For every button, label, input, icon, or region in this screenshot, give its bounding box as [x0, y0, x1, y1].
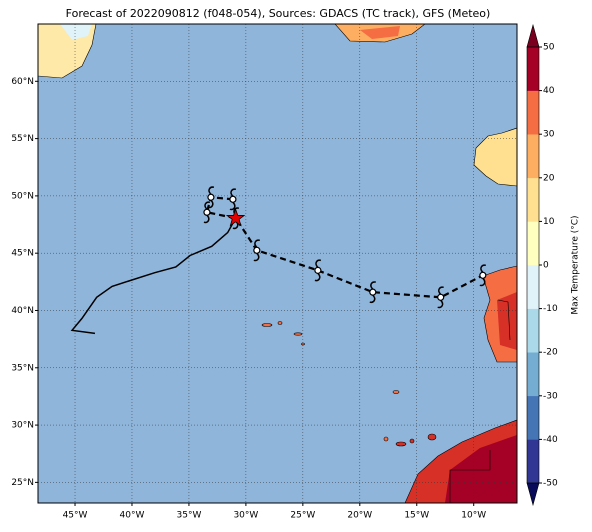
cyclone-symbol — [314, 259, 322, 282]
colorbar-extend — [526, 482, 540, 507]
x-tick-label: 35°W — [177, 511, 202, 521]
cyclone-eye — [437, 293, 445, 301]
canaries — [383, 436, 389, 442]
cyclone-arm — [479, 264, 487, 287]
colorbar-tick-label: 50 — [543, 43, 555, 53]
colorbar-band — [527, 134, 539, 179]
colorbar-tick-label: -50 — [543, 479, 558, 489]
x-tick-label: 20°W — [347, 511, 372, 521]
colorbar-band — [527, 90, 539, 135]
cyclone-symbol — [479, 264, 487, 287]
observed-track — [70, 217, 237, 335]
iceland-warm — [360, 26, 400, 39]
y-tick-label: 25°N — [11, 478, 34, 488]
cyclone-arm — [314, 259, 322, 282]
current-position — [225, 208, 246, 227]
greenland-ice — [60, 24, 92, 40]
cyclone-symbol — [253, 239, 261, 262]
colorbar-tick-label: 30 — [543, 130, 555, 140]
cyclone-symbol — [229, 188, 237, 211]
cyclone-arm — [437, 286, 444, 309]
colorbar-tick-label: 20 — [543, 173, 555, 183]
madeira — [392, 390, 400, 394]
y-tick-label: 30°N — [11, 421, 34, 431]
cyclone-eye — [203, 208, 211, 216]
cyclone-symbol — [437, 286, 445, 309]
ocean — [38, 24, 517, 503]
canaries — [395, 441, 407, 447]
cyclone-arm — [207, 186, 215, 209]
colorbar-band — [527, 177, 539, 222]
x-tick-label: 10°W — [461, 511, 486, 521]
cyclone-eye — [229, 195, 237, 203]
y-tick-label: 45°N — [11, 249, 34, 259]
africa-hot — [445, 435, 517, 503]
azores — [277, 321, 283, 325]
iberia-hot — [497, 292, 517, 350]
colorbar-band — [527, 308, 539, 353]
azores — [293, 332, 303, 336]
overlay — [38, 24, 517, 503]
y-tick-label: 60°N — [11, 77, 34, 87]
colorbar-tick-label: 0 — [543, 261, 549, 271]
canaries — [427, 433, 437, 441]
colorbar-tick-label: -10 — [543, 304, 558, 314]
cyclone-eye — [314, 266, 322, 274]
cyclone-eye — [479, 271, 487, 279]
colorbar-band — [527, 352, 539, 397]
colorbar-extend — [526, 23, 540, 48]
cyclone-eye — [253, 246, 261, 254]
azores — [261, 323, 273, 327]
cyclone-arm — [253, 239, 261, 262]
cyclone-eye — [207, 193, 215, 201]
cyclone-arm — [369, 281, 376, 304]
y-tick-label: 35°N — [11, 363, 34, 373]
y-tick-label: 40°N — [11, 306, 34, 316]
colorbar-band — [527, 47, 539, 91]
cyclone-arm — [229, 188, 237, 211]
british-isles — [473, 127, 517, 187]
x-tick-label: 45°W — [63, 511, 88, 521]
x-tick-label: 40°W — [120, 511, 145, 521]
azores — [301, 342, 305, 346]
colorbar-tick-label: 10 — [543, 217, 555, 227]
colorbar-tick-label: -30 — [543, 391, 558, 401]
colorbar-tick-label: 40 — [543, 86, 555, 96]
x-tick-label: 30°W — [233, 511, 258, 521]
y-tick-label: 50°N — [11, 191, 34, 201]
cyclone-eye — [369, 288, 377, 296]
x-tick-label: 25°W — [290, 511, 315, 521]
chart-title: Forecast of 2022090812 (f048-054), Sourc… — [66, 7, 491, 20]
y-tick-label: 55°N — [11, 134, 34, 144]
x-tick-label: 15°W — [404, 511, 429, 521]
colorbar-band — [527, 439, 539, 484]
colorbar-band — [527, 265, 539, 309]
colorbar-band — [527, 221, 539, 266]
colorbar-band — [527, 395, 539, 440]
cyclone-arm — [203, 201, 211, 224]
border — [449, 299, 511, 503]
cyclone-symbol — [207, 186, 215, 209]
colorbar-label: Max Temperature (°C) — [571, 215, 581, 314]
colorbar-tick-label: -40 — [543, 435, 558, 445]
colorbar-tick-label: -20 — [543, 348, 558, 358]
cyclone-symbol — [369, 281, 377, 304]
cyclone-symbol — [203, 201, 211, 224]
canaries — [409, 438, 415, 444]
map-frame — [37, 23, 518, 504]
